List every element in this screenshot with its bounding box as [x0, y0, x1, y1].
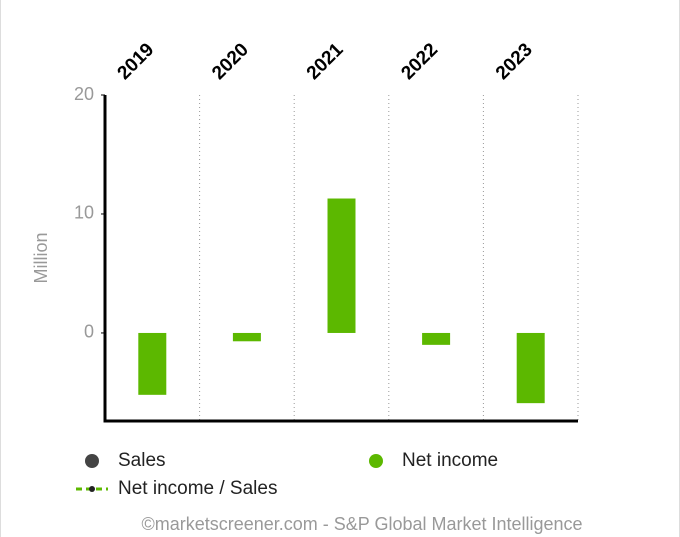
bar	[422, 332, 451, 345]
legend-label: Net income	[402, 450, 498, 471]
y-tick-label: 10	[74, 203, 94, 223]
bar	[138, 332, 167, 395]
bar	[327, 198, 356, 333]
legend-dot	[89, 486, 95, 492]
y-tick-label: 0	[84, 322, 94, 342]
bar	[232, 332, 261, 342]
credit: ©marketscreener.com - S&P Global Market …	[141, 514, 582, 534]
y-tick-label: 20	[74, 84, 94, 104]
legend-label: Net income / Sales	[118, 478, 277, 499]
y-axis-label: Million	[31, 232, 51, 283]
bar	[516, 332, 545, 404]
legend-swatch	[85, 454, 99, 468]
legend-label: Sales	[118, 450, 166, 471]
legend-swatch	[369, 454, 383, 468]
